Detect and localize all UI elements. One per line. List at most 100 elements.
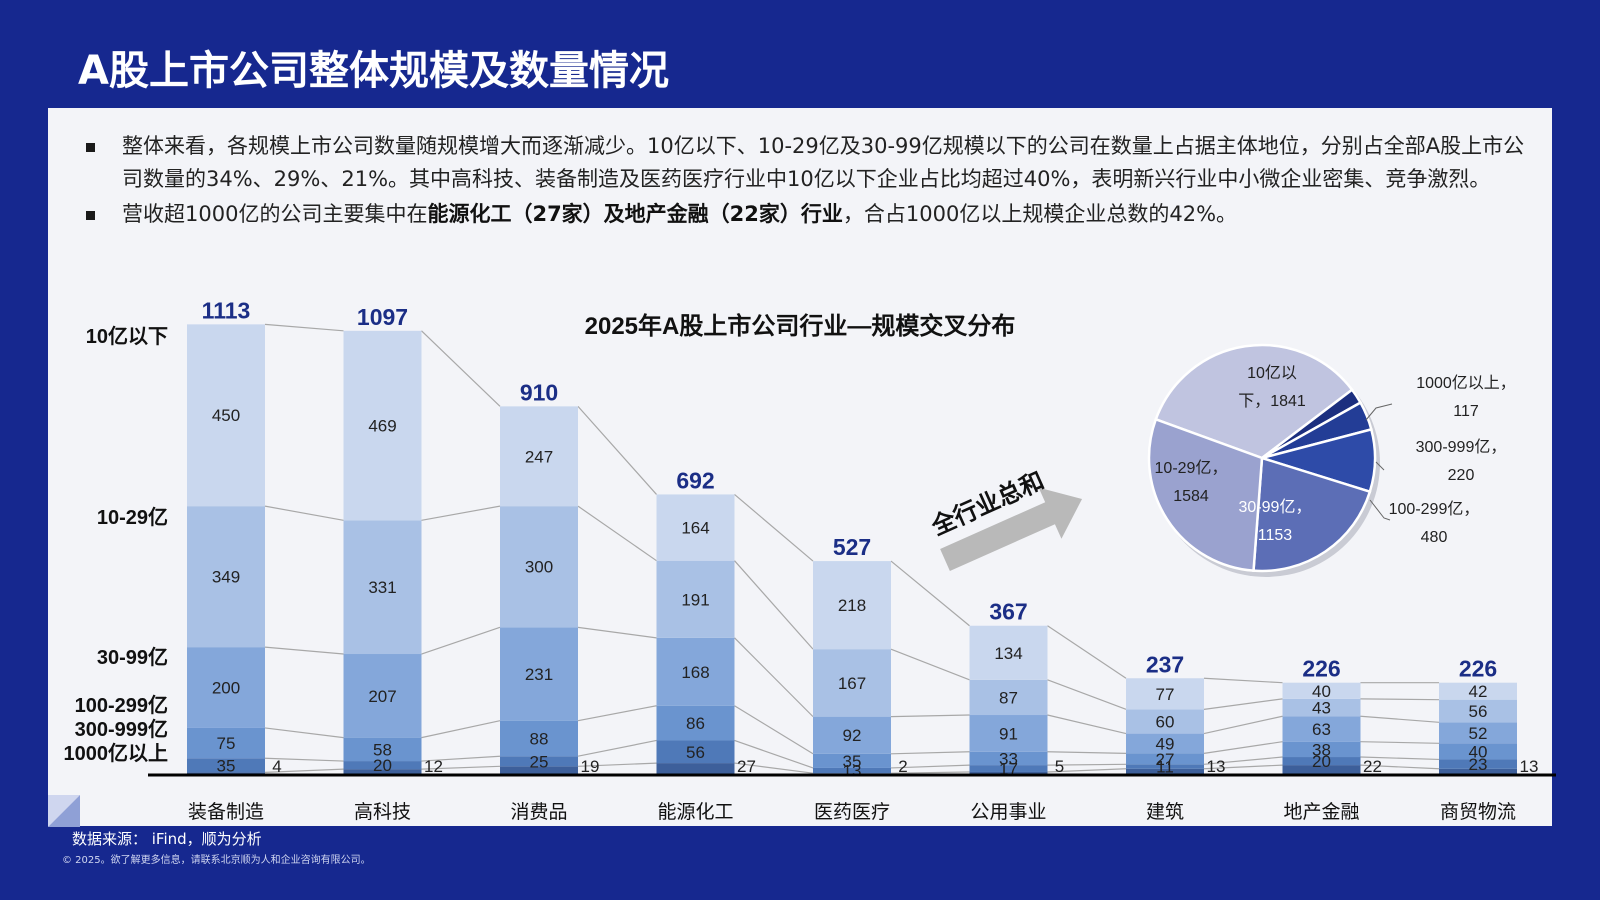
connector-line: [1047, 768, 1127, 773]
total-label: 237: [1146, 651, 1184, 677]
x-tick-label: 地产金融: [1283, 801, 1359, 823]
data-label: 25: [530, 752, 549, 771]
connector-line: [421, 755, 501, 762]
connector-line: [734, 739, 814, 769]
bar-segment: [1126, 733, 1204, 754]
connector-line: [890, 751, 970, 755]
connector-line: [1047, 679, 1127, 710]
connector-line: [577, 739, 657, 757]
connector-line: [890, 764, 970, 769]
data-label: 20: [373, 756, 392, 775]
data-source: 数据来源： iFind，顺为分析: [72, 830, 262, 848]
connector-line: [577, 505, 657, 562]
bar-segment: [969, 765, 1048, 772]
data-label: 56: [1469, 702, 1488, 721]
pie-leader-line: [1375, 461, 1385, 471]
data-label: 40: [1312, 682, 1331, 701]
data-label: 164: [681, 519, 709, 538]
connector-line: [890, 771, 970, 774]
pie-label: 10-29亿，: [1155, 459, 1228, 477]
bar-segment: [656, 705, 735, 741]
x-tick-label: 能源化工: [657, 801, 733, 823]
series-label: 100-299亿: [75, 693, 168, 717]
page-fold-shadow: [48, 795, 80, 827]
bar-segment: [343, 330, 422, 521]
bullet-text-post: ，合占1000亿以上规模企业总数的42%。: [842, 202, 1238, 226]
connector-line: [577, 405, 657, 495]
data-label: 11: [1156, 758, 1174, 777]
connector-line: [264, 768, 344, 773]
data-label: 42: [1469, 682, 1488, 701]
connector-line: [577, 705, 657, 722]
total-label: 527: [833, 534, 871, 560]
connector-line: [1203, 741, 1283, 754]
data-label: 23: [1469, 755, 1488, 774]
data-label: 218: [838, 596, 866, 615]
connector-line: [734, 637, 814, 718]
bar-segment: [500, 720, 578, 757]
bar-segment: [343, 769, 422, 774]
connector-line: [421, 720, 501, 739]
bar-segment: [969, 679, 1048, 716]
bar-segment: [343, 737, 422, 762]
connector-line: [734, 705, 814, 755]
bar-segment: [500, 756, 578, 767]
bar-segment: [656, 637, 735, 706]
series-label: 30-99亿: [97, 645, 168, 669]
pie-label: 220: [1448, 467, 1475, 484]
data-label: 207: [368, 687, 396, 706]
bar-segment: [656, 740, 735, 764]
pie-label: 1153: [1258, 527, 1293, 544]
page-title: A股上市公司整体规模及数量情况: [78, 48, 669, 94]
bar-segment: [1439, 768, 1517, 774]
connector-line: [1047, 625, 1127, 679]
data-label: 168: [681, 663, 709, 682]
connector-line: [577, 762, 657, 767]
bar-segment: [500, 506, 578, 628]
stacked-bars: [187, 324, 1517, 774]
connector-line: [1203, 677, 1283, 684]
bar-segment: [500, 627, 578, 721]
bar-segment: [1126, 753, 1204, 765]
bar-segment: [1126, 768, 1204, 774]
data-label: 38: [1312, 740, 1331, 759]
data-label: 349: [212, 568, 240, 587]
bar-segment: [187, 758, 265, 773]
bullet-text-bold: 能源化工（27家）及地产金融（22家）行业: [427, 202, 843, 226]
series-label: 1000亿以上: [64, 741, 169, 765]
bar-segment: [969, 751, 1048, 766]
data-label: 88: [530, 729, 549, 748]
total-label: 226: [1302, 656, 1340, 682]
data-label: 5: [1055, 757, 1064, 776]
connector-lines: [264, 323, 1440, 774]
bullet-item: 营收超1000亿的公司主要集中在能源化工（27家）及地产金融（22家）行业，合占…: [80, 198, 1530, 231]
bullet-item: 整体来看，各规模上市公司数量随规模增大而逐渐减少。10亿以下、10-29亿及30…: [80, 130, 1530, 196]
data-label: 27: [737, 757, 756, 776]
bar-segment: [187, 772, 265, 774]
data-label: 300: [525, 558, 553, 577]
bar-segment: [1439, 743, 1517, 760]
connector-line: [1360, 741, 1440, 744]
chart-title: 2025年A股上市公司行业—规模交叉分布: [585, 312, 1016, 340]
bar-segment: [969, 771, 1048, 774]
bar-segment: [500, 406, 578, 507]
data-label: 40: [1469, 742, 1488, 761]
total-label: 1113: [202, 297, 251, 323]
connector-line: [1203, 756, 1283, 765]
bar-segment: [1126, 764, 1204, 769]
bar-segment: [1282, 741, 1361, 758]
data-label: 92: [843, 726, 862, 745]
connector-line: [1047, 763, 1127, 766]
data-label: 231: [525, 665, 553, 684]
bar-segment: [813, 753, 891, 768]
connector-line: [421, 765, 501, 770]
data-label: 27: [1156, 750, 1175, 769]
pie-chart: 10亿以下，1841 1000亿以上， 117 300-999亿， 220 100-299…: [1147, 343, 1516, 577]
data-label: 91: [999, 724, 1018, 743]
pie-slice: [1147, 417, 1264, 573]
pie-label: 100-299亿，: [1389, 500, 1480, 518]
bar-segment: [813, 767, 891, 774]
pie-label: 10亿以: [1247, 364, 1297, 382]
series-label: 10-29亿: [97, 505, 168, 529]
